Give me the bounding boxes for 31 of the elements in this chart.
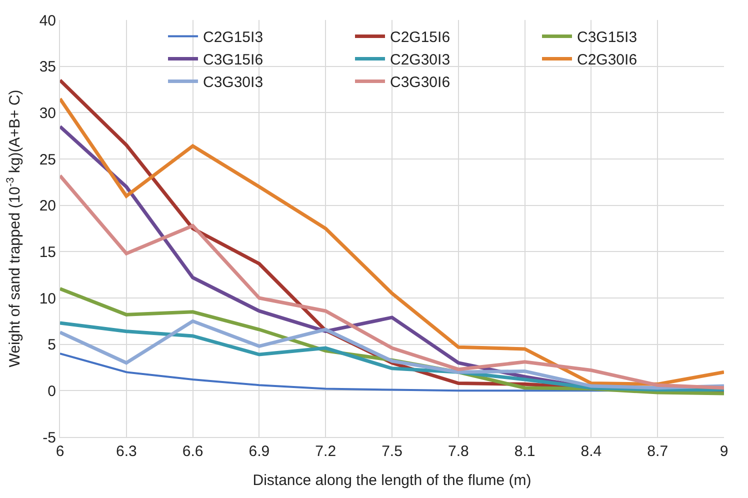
legend-label: C2G30I3	[390, 52, 450, 69]
x-axis-title: Distance along the length of the flume (m)	[252, 472, 532, 489]
x-tick-label: 6.3	[116, 443, 137, 460]
x-tick-label: 8.4	[580, 443, 602, 460]
x-tick-label: 7.5	[382, 443, 402, 460]
x-tick-label: 8.1	[514, 443, 536, 460]
y-tick-label: 15	[39, 244, 56, 261]
x-tick-label: 7.8	[448, 443, 469, 460]
y-tick-label: 0	[48, 382, 56, 400]
x-tick-label: 6.9	[248, 443, 270, 460]
x-tick-label: 6	[56, 443, 64, 460]
legend-label: C3G15I3	[577, 29, 638, 46]
y-tick-label: 5	[48, 336, 56, 354]
legend-label: C2G15I3	[203, 29, 264, 46]
x-tick-label: 9	[720, 443, 728, 460]
legend-label: C3G30I3	[203, 74, 264, 92]
x-tick-label: 8.7	[647, 443, 668, 460]
legend-label: C2G15I6	[390, 29, 450, 46]
y-tick-label: 25	[39, 151, 56, 168]
y-tick-label: 40	[39, 12, 56, 30]
x-tick-label: 7.2	[315, 443, 336, 460]
legend-label: C3G15I6	[203, 52, 264, 69]
line-series	[60, 174, 724, 390]
x-tick-label: 6.6	[182, 443, 204, 460]
y-tick-label: 10	[39, 290, 56, 308]
legend-label: C3G30I6	[390, 74, 450, 92]
legend-label: C2G30I6	[577, 52, 638, 69]
y-tick-label: 20	[39, 198, 56, 215]
y-tick-label: 35	[39, 58, 56, 76]
y-tick-label: -5	[42, 429, 56, 446]
y-tick-label: 30	[39, 104, 56, 122]
